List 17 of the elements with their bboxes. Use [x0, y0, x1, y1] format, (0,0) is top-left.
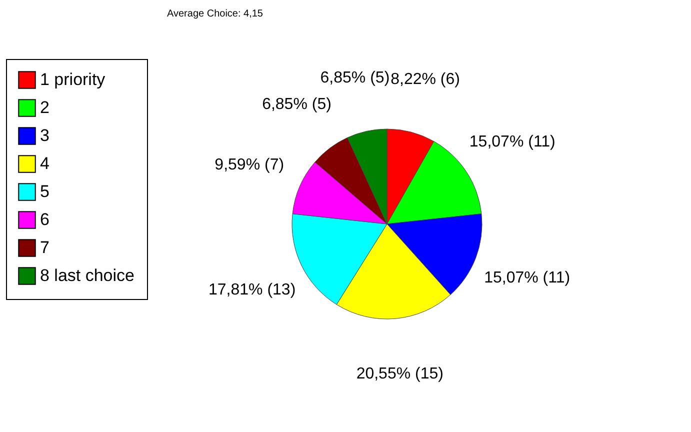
data-label: 6,85% (5)	[320, 69, 390, 86]
legend-label: 5	[40, 182, 50, 201]
data-label: 15,07% (11)	[484, 270, 570, 287]
legend-label: 1 priority	[40, 70, 106, 89]
data-label: 9,59% (7)	[214, 156, 284, 174]
legend-label: 8 last choice	[40, 266, 134, 285]
legend-label: 7	[40, 238, 50, 257]
data-label: 17,81% (13)	[208, 282, 296, 298]
legend-label: 4	[40, 154, 50, 173]
legend-label: 3	[40, 126, 50, 145]
data-label: 20,55% (15)	[356, 365, 444, 382]
chart-title: Average Choice: 4,15	[167, 8, 264, 20]
legend-label: 2	[40, 98, 50, 117]
data-label: 6,85% (5)	[262, 96, 332, 114]
legend-label: 6	[40, 210, 50, 229]
data-label: 15,07% (11)	[469, 134, 556, 151]
data-label: 8,22% (6)	[390, 70, 460, 88]
